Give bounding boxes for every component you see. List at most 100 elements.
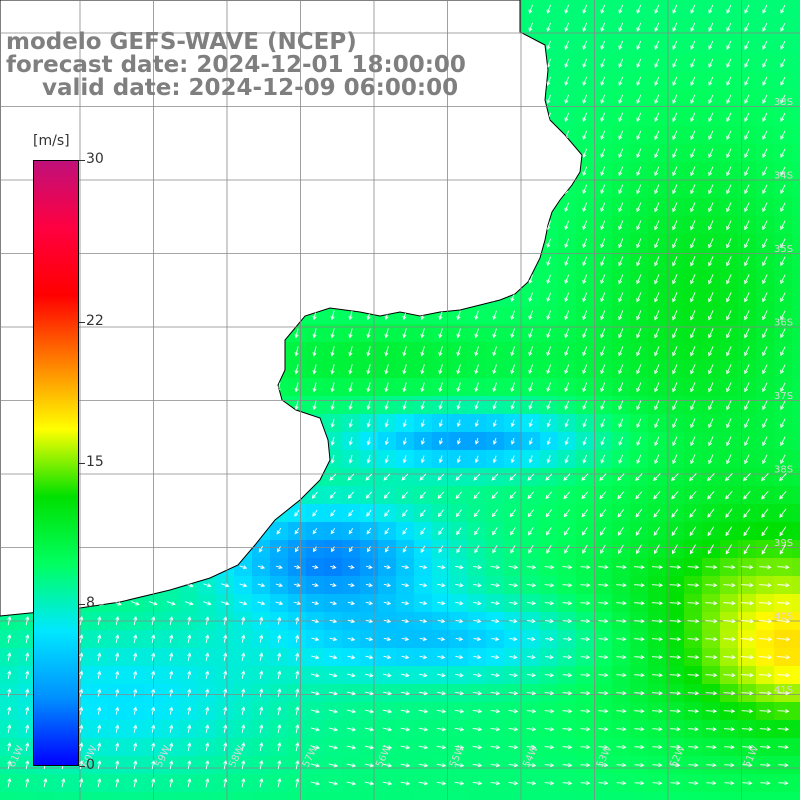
wind-arrow bbox=[564, 40, 569, 50]
wind-arrow bbox=[383, 565, 391, 570]
wind-arrow bbox=[582, 437, 587, 446]
wind-arrow bbox=[636, 166, 642, 177]
wind-arrow bbox=[7, 724, 12, 733]
wind-arrow bbox=[508, 601, 518, 606]
wind-arrow bbox=[726, 256, 732, 267]
wind-arrow bbox=[384, 527, 390, 535]
wind-arrow bbox=[705, 619, 718, 624]
wind-arrow bbox=[654, 202, 660, 213]
wind-arrow bbox=[689, 526, 697, 537]
wind-arrow bbox=[7, 688, 12, 697]
wind-arrow bbox=[436, 709, 447, 714]
wind-arrow bbox=[582, 166, 588, 177]
wind-arrow bbox=[708, 4, 714, 14]
wind-arrow bbox=[382, 691, 393, 696]
wind-arrow bbox=[726, 346, 732, 357]
wind-arrow bbox=[294, 328, 299, 339]
wind-speed-cell bbox=[792, 756, 800, 775]
wind-arrow bbox=[654, 256, 660, 267]
wind-arrow bbox=[690, 436, 696, 447]
wind-arrow bbox=[509, 509, 516, 518]
wind-arrow bbox=[563, 526, 570, 536]
wind-arrow bbox=[688, 727, 699, 732]
wind-arrow bbox=[348, 382, 353, 393]
wind-arrow bbox=[582, 310, 588, 321]
wind-arrow bbox=[779, 508, 787, 518]
wind-arrow bbox=[419, 601, 428, 606]
wind-arrow bbox=[258, 545, 264, 553]
wind-arrow bbox=[708, 22, 714, 32]
wind-arrow bbox=[508, 745, 519, 750]
wind-arrow bbox=[275, 583, 284, 588]
wind-arrow bbox=[780, 130, 786, 140]
wind-arrow bbox=[364, 727, 375, 732]
wind-arrow bbox=[546, 274, 551, 285]
wind-arrow bbox=[546, 437, 551, 446]
wind-arrow bbox=[241, 616, 246, 625]
wind-arrow bbox=[564, 382, 570, 393]
wind-arrow bbox=[725, 526, 733, 537]
wind-arrow bbox=[616, 619, 627, 624]
wind-arrow bbox=[582, 76, 588, 86]
wind-arrow bbox=[780, 310, 786, 321]
wind-speed-cell bbox=[684, 792, 703, 800]
wind-arrow bbox=[762, 436, 768, 447]
wind-arrow bbox=[330, 509, 336, 517]
wind-arrow bbox=[636, 544, 642, 555]
wind-arrow bbox=[348, 509, 354, 517]
wind-arrow bbox=[761, 508, 769, 518]
wind-arrow bbox=[636, 76, 642, 86]
wind-arrow bbox=[169, 688, 174, 697]
wind-arrow bbox=[776, 673, 791, 678]
wind-arrow bbox=[564, 238, 570, 249]
wind-arrow bbox=[151, 724, 156, 733]
wind-arrow bbox=[582, 400, 588, 411]
wind-arrow bbox=[277, 777, 282, 788]
wind-speed-cell bbox=[792, 90, 800, 109]
latitude-label: 40S bbox=[774, 612, 793, 623]
wind-arrow bbox=[672, 4, 678, 14]
wind-arrow bbox=[562, 763, 573, 768]
wind-arrow bbox=[723, 673, 736, 678]
wind-arrow bbox=[257, 601, 266, 606]
wind-arrow bbox=[25, 688, 30, 697]
wind-arrow bbox=[582, 220, 588, 231]
wind-arrow bbox=[348, 564, 355, 570]
wind-arrow bbox=[564, 544, 570, 554]
wind-arrow bbox=[672, 292, 678, 303]
wind-arrow bbox=[598, 655, 609, 660]
wind-arrow bbox=[115, 616, 120, 626]
wind-speed-cell bbox=[72, 792, 91, 800]
wind-arrow bbox=[383, 473, 391, 481]
wind-arrow bbox=[744, 202, 750, 213]
wind-arrow bbox=[564, 292, 570, 303]
wind-arrow bbox=[330, 328, 335, 339]
wind-speed-cell bbox=[468, 792, 487, 800]
wind-arrow bbox=[600, 454, 606, 464]
wind-arrow bbox=[654, 40, 660, 50]
wind-arrow bbox=[761, 490, 769, 500]
wind-arrow bbox=[79, 724, 84, 733]
wind-arrow bbox=[509, 619, 518, 624]
wind-arrow bbox=[115, 670, 120, 679]
wind-speed-cell bbox=[792, 486, 800, 505]
wind-arrow bbox=[723, 655, 736, 660]
wind-arrow bbox=[402, 509, 408, 517]
wind-arrow bbox=[636, 436, 642, 447]
wind-arrow bbox=[562, 727, 573, 732]
wind-arrow bbox=[330, 382, 335, 393]
wind-arrow bbox=[690, 148, 696, 159]
wind-arrow bbox=[419, 583, 428, 588]
wind-arrow bbox=[654, 346, 660, 357]
wind-speed-cell bbox=[792, 594, 800, 613]
wind-arrow bbox=[744, 4, 750, 14]
wind-arrow bbox=[366, 528, 372, 535]
wind-arrow bbox=[474, 545, 480, 554]
wind-arrow bbox=[616, 673, 627, 678]
wind-arrow bbox=[776, 619, 791, 624]
wind-arrow bbox=[456, 419, 461, 428]
wind-arrow bbox=[762, 94, 768, 104]
wind-arrow bbox=[311, 637, 320, 642]
wind-arrow bbox=[690, 256, 696, 267]
wind-arrow bbox=[508, 691, 519, 696]
